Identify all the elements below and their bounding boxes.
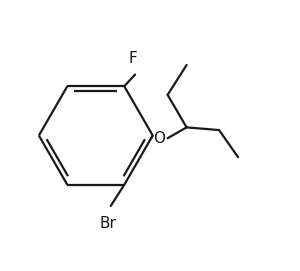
Text: F: F (128, 51, 137, 66)
Text: Br: Br (100, 216, 116, 231)
Text: O: O (154, 131, 166, 146)
